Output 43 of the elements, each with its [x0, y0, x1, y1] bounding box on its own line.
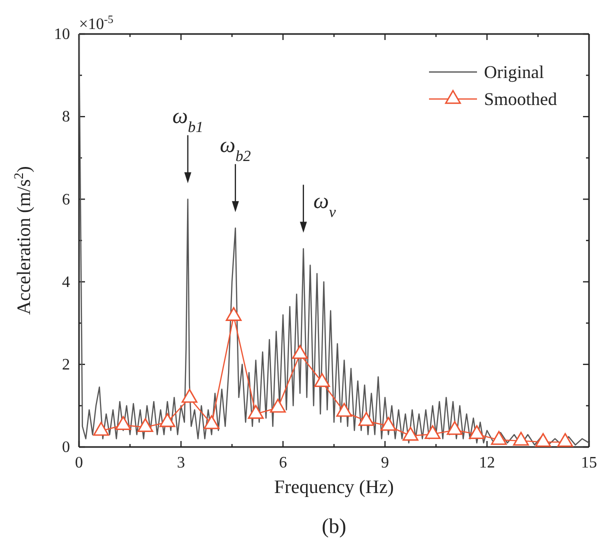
x-axis-title: Frequency (Hz)	[274, 477, 394, 498]
point	[468, 425, 485, 440]
annotation: ω$_{b2}$	[220, 132, 252, 165]
line-series	[79, 33, 589, 446]
point	[314, 373, 330, 388]
legend-label: Smoothed	[484, 89, 558, 109]
y-tick-label: 10	[54, 26, 70, 44]
y-tick-label: 6	[62, 191, 70, 208]
x-tick-label: 15	[581, 454, 597, 472]
point	[557, 433, 574, 447]
point	[93, 422, 110, 436]
x-tick-label: 0	[75, 454, 83, 472]
y-tick-label: 4	[62, 274, 70, 291]
point	[535, 433, 552, 447]
point	[226, 307, 242, 321]
point	[446, 421, 463, 435]
x-tick-label: 12	[479, 454, 495, 472]
point	[336, 402, 352, 417]
point	[204, 415, 220, 430]
x-tick-label: 9	[381, 454, 389, 472]
point	[182, 388, 198, 403]
point	[248, 404, 264, 419]
text: (b)	[322, 514, 346, 538]
y-tick-label: 0	[62, 439, 70, 456]
point	[358, 412, 374, 426]
point	[424, 425, 441, 440]
point	[380, 416, 396, 431]
point	[159, 413, 176, 428]
y-tick-label: 8	[62, 108, 70, 126]
point	[402, 426, 418, 441]
text: ×10$^{-5}$	[79, 14, 114, 33]
legend-label: Original	[484, 62, 544, 82]
point	[513, 432, 529, 446]
point	[490, 430, 507, 445]
point	[115, 416, 132, 430]
point	[292, 345, 308, 359]
y-tick-label: 2	[62, 356, 70, 374]
x-tick-label: 3	[177, 454, 185, 472]
point	[137, 418, 154, 432]
annotation: ω$_{v}$	[313, 188, 336, 220]
x-tick-label: 6	[279, 454, 287, 472]
annotation: ω$_{b1}$	[172, 103, 204, 136]
point	[270, 398, 286, 413]
